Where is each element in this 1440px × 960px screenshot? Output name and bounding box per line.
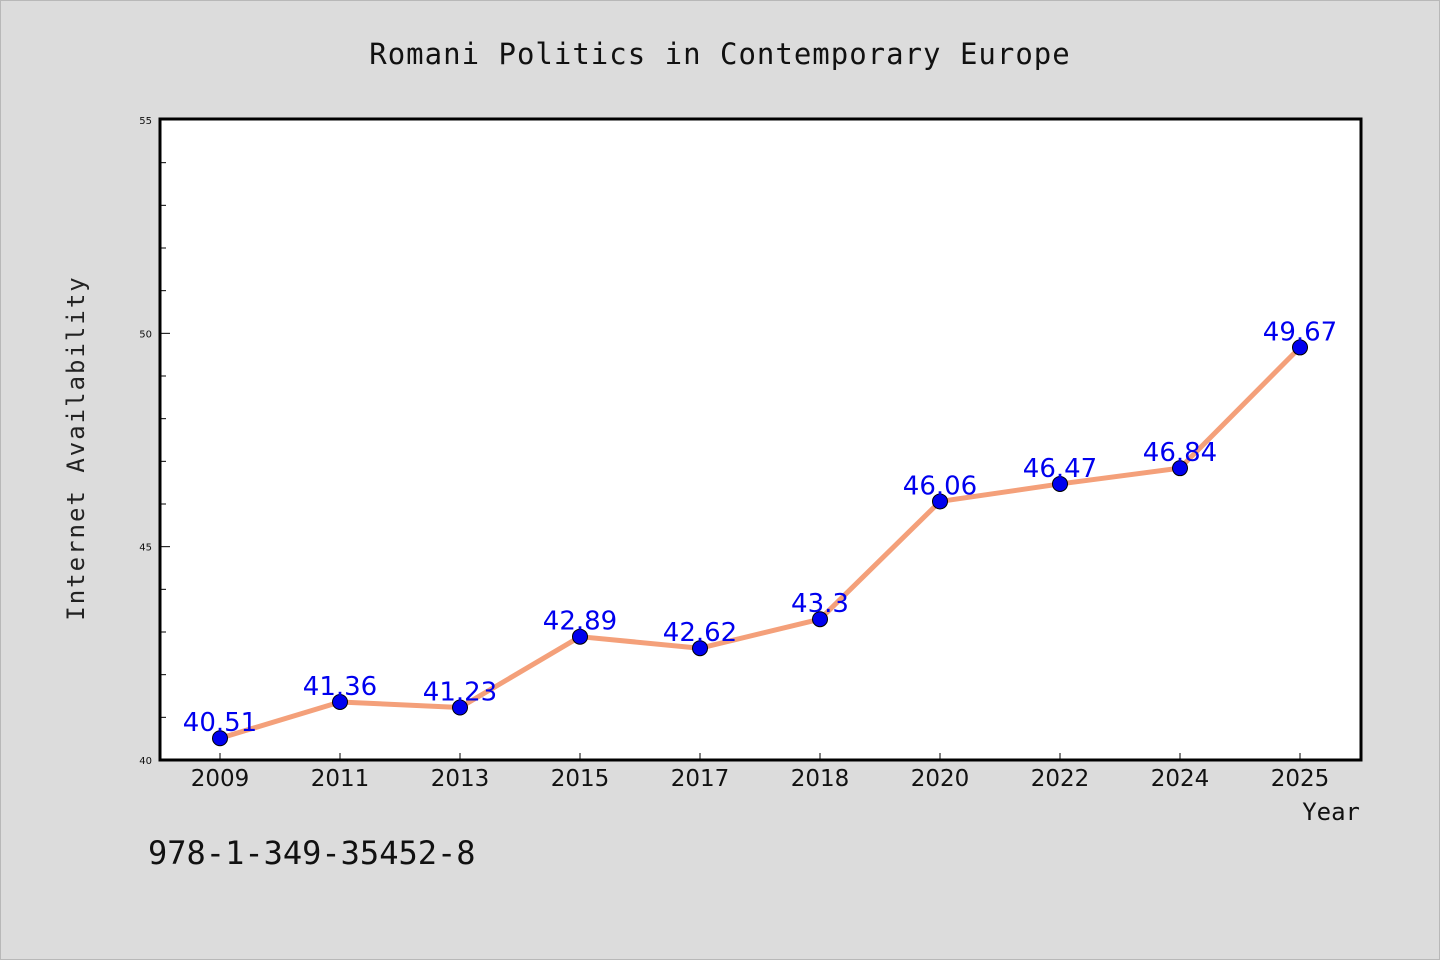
x-tick-label: 2009 [191, 766, 250, 792]
data-point [332, 693, 348, 710]
data-label: 46.06 [903, 471, 977, 501]
isbn-text: 978-1-349-35452-8 [148, 834, 476, 872]
y-tick-label: 45 [139, 543, 152, 554]
x-tick-label: 2018 [791, 766, 850, 792]
data-point [1172, 460, 1188, 477]
data-point [572, 628, 588, 645]
data-label: 42.89 [543, 607, 617, 637]
data-label: 40.51 [183, 708, 257, 738]
series-line [217, 344, 1303, 741]
data-label: 42.62 [663, 618, 737, 648]
data-point [932, 493, 948, 510]
data-point [812, 611, 828, 628]
x-tick-label: 2015 [551, 766, 610, 792]
x-tick-label: 2011 [311, 766, 370, 792]
data-label: 41.23 [423, 678, 497, 708]
y-tick-label: 40 [139, 756, 152, 767]
x-tick-label: 2022 [1031, 766, 1090, 792]
x-axis-label: Year [1302, 798, 1360, 826]
data-point [692, 640, 708, 657]
data-point [1292, 339, 1308, 356]
series-layer: 40.51 41.36 41.23 42.89 42.62 43.3 46.06 46.47 4… [183, 317, 1337, 747]
data-label: 46.47 [1023, 454, 1097, 484]
data-label: 46.84 [1143, 438, 1217, 468]
data-label: 41.36 [303, 672, 377, 702]
data-point [452, 699, 468, 716]
x-tick-label: 2024 [1151, 766, 1210, 792]
x-tick-label: 2025 [1271, 766, 1330, 792]
y-axis-label: Internet Availability [62, 275, 90, 620]
data-label: 43.3 [791, 589, 849, 619]
x-tick-label: 2013 [431, 766, 490, 792]
data-point [212, 730, 228, 747]
plot-area [158, 117, 1363, 762]
x-axis-ticks: 2009 2011 2013 2015 2017 2018 2020 2022 2024 2025 [191, 753, 1330, 792]
x-tick-label: 2020 [911, 766, 970, 792]
data-point [1052, 475, 1068, 492]
x-tick-label: 2017 [671, 766, 730, 792]
y-tick-label: 55 [139, 116, 152, 127]
chart-title: Romani Politics in Contemporary Europe [369, 37, 1070, 71]
y-axis-ticks: 40 45 50 55 [139, 116, 170, 767]
data-label: 49.67 [1263, 317, 1337, 347]
y-tick-label: 50 [139, 329, 152, 340]
